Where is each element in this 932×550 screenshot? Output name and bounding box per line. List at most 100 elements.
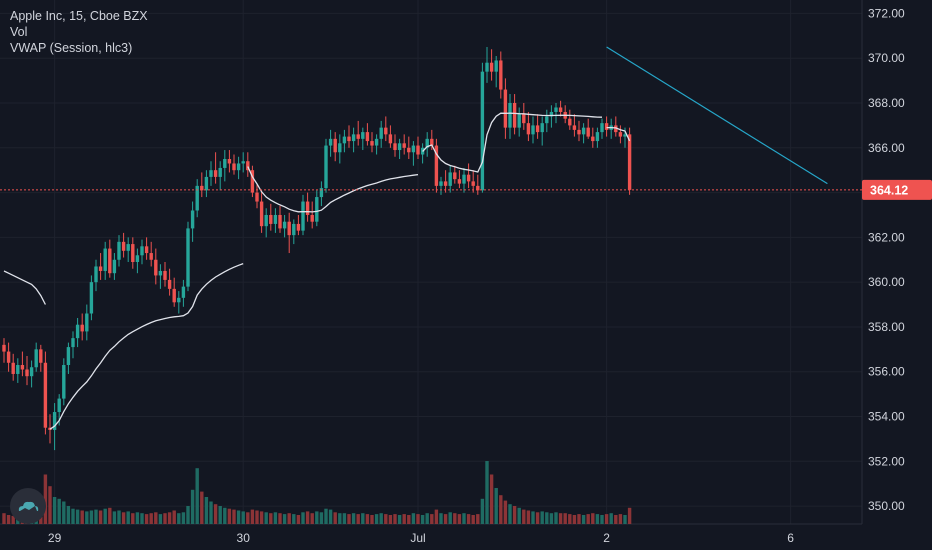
last-price-label-bg [862,179,932,200]
x-tick-label: 29 [48,531,62,545]
volume-bar [545,512,549,524]
volume-bar [315,511,319,524]
candle-body [89,282,94,314]
candle-body [425,138,429,148]
volume-bar [255,510,259,524]
candle-body [522,114,526,124]
candle-body [448,172,452,186]
y-tick-label: 366.00 [868,141,905,155]
candle-body [66,347,71,366]
candle-body [443,181,448,186]
legend-vwap[interactable]: VWAP (Session, hlc3) [10,41,133,55]
x-tick-label: 2 [603,531,610,545]
y-tick-label: 350.00 [868,499,905,513]
volume-bar [172,510,176,524]
candle-body [75,324,80,339]
volume-bar [158,514,163,524]
volume-bar [269,513,273,524]
volume-bar [499,495,503,524]
legend-volume[interactable]: Vol [10,25,28,39]
candle-body [489,62,494,72]
volume-bar [71,508,75,524]
volume-bar [347,514,351,524]
candle-body [457,179,462,184]
candle-body [397,143,402,151]
candle-body [121,241,126,251]
volume-bar [48,486,52,524]
candle-body [503,89,508,128]
volume-bar [135,512,140,524]
volume-bar [126,511,130,524]
candle-body [365,132,370,142]
volume-bar [223,507,227,524]
candle-body [328,138,333,146]
volume-bar [494,488,498,524]
y-tick-label: 356.00 [868,365,905,379]
legend-symbol[interactable]: Apple Inc, 15, Cboe BZX [10,9,148,23]
volume-bar [292,514,296,524]
candle-body [512,103,517,128]
candle-body [227,158,232,164]
candle-body [232,163,236,171]
candle-body [98,266,103,271]
candle-body [374,138,379,146]
candle-body [485,62,489,72]
volume-bar [310,513,314,524]
volume-bar [522,509,526,524]
volume-bar [503,500,508,524]
volume-bar [117,510,121,524]
y-tick-label: 354.00 [868,410,905,424]
volume-bar [471,515,475,524]
candle-body [158,270,163,276]
volume-bar [190,489,195,524]
volume-bar [149,513,153,524]
candle-body [430,138,434,146]
volume-bar [282,514,287,524]
candle-body [545,116,549,124]
volume-bar [554,512,558,524]
candle-body [411,145,416,153]
volume-bar [236,510,241,524]
candle-body [554,107,558,112]
volume-bar [531,511,535,524]
candle-body [517,114,521,128]
candle-body [34,349,38,368]
volume-bar [144,514,149,524]
volume-bar [232,509,236,524]
candle-body [126,244,130,251]
volume-bar [209,501,213,524]
volume-bar [200,491,204,524]
volume-bar [489,474,494,524]
candle-body [581,127,586,135]
candle-body [361,132,365,139]
volume-bar [246,512,250,524]
volume-bar [181,512,186,524]
candle-body [315,197,319,222]
volume-bar [595,514,600,524]
x-tick-label: 30 [237,531,251,545]
candle-body [278,214,282,229]
volume-bar [457,514,462,524]
candle-body [535,125,540,133]
candle-body [264,214,268,227]
candle-body [577,129,581,135]
volume-bar [103,508,107,524]
candle-body [310,214,314,222]
candle-body [434,145,439,186]
tradingview-cloud-icon[interactable] [10,488,46,524]
candle-body [117,241,121,260]
volume-bar [43,474,48,524]
candle-body [370,141,374,146]
volume-bar [609,513,613,524]
candle-body [25,369,29,377]
cloud-glyph [18,501,39,511]
candle-body [62,365,66,399]
volume-bar [177,513,181,524]
trendline [606,46,828,185]
candle-body [287,221,291,236]
volume-bar [411,513,416,524]
volume-bar [62,501,66,524]
candle-body [140,246,144,256]
